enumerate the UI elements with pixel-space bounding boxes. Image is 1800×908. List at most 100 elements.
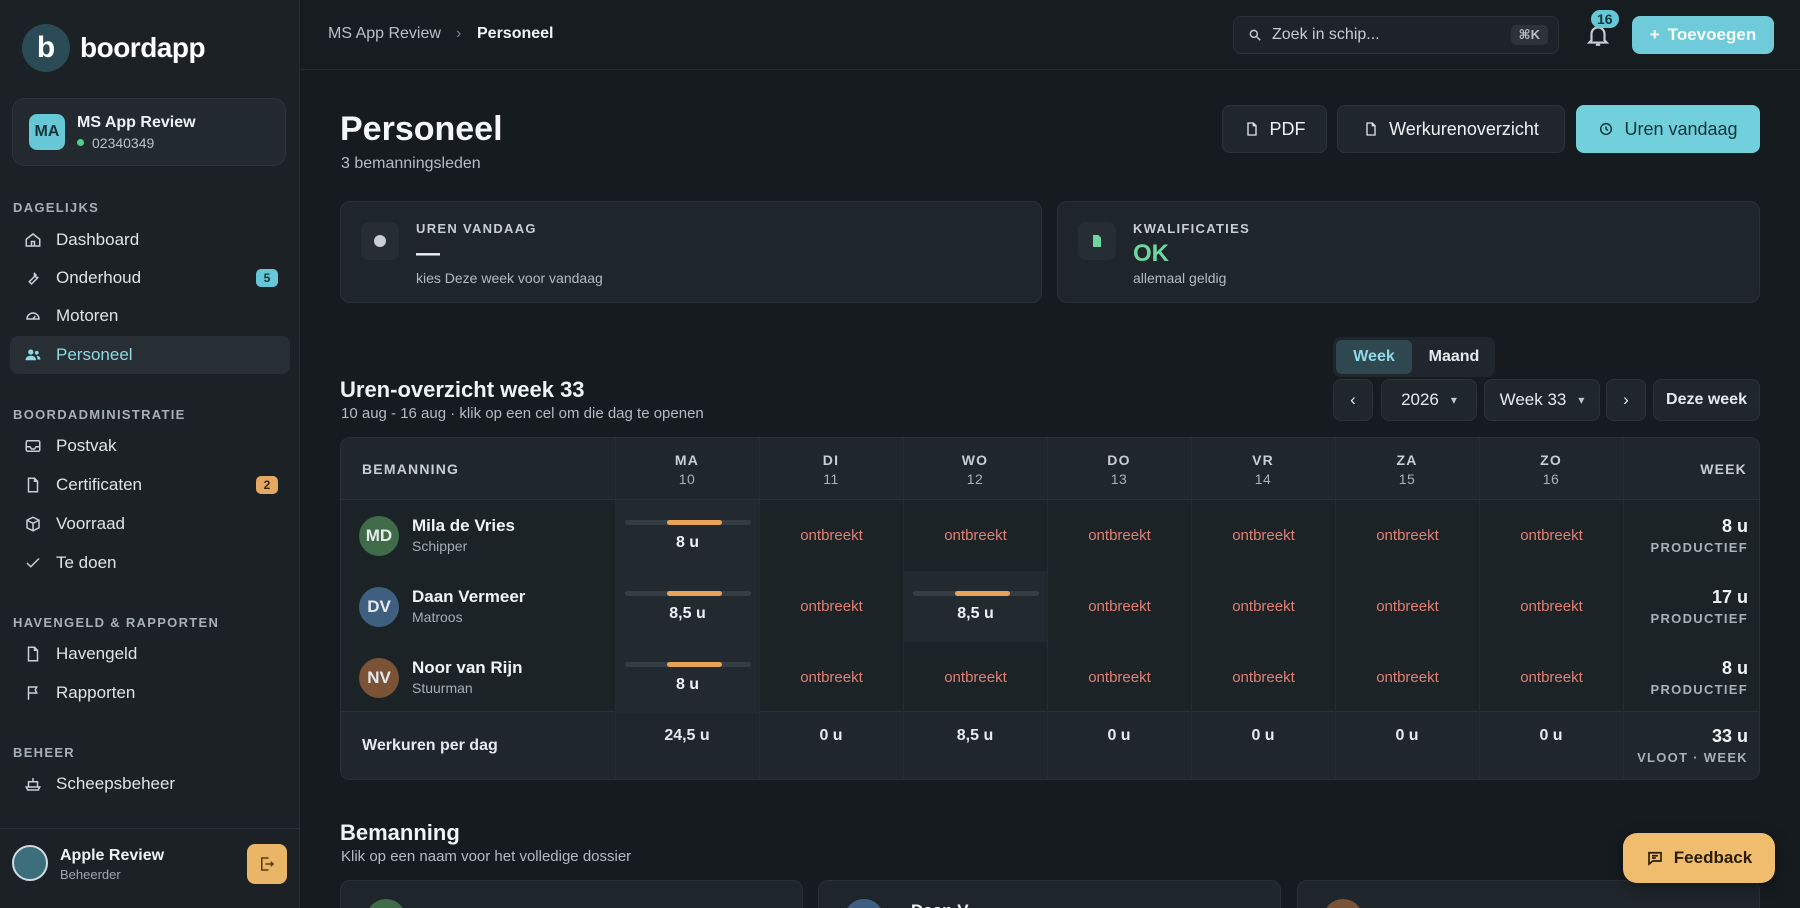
day-cell[interactable]: ontbreekt — [1480, 500, 1623, 571]
day-date: 10 — [678, 471, 696, 487]
week-select[interactable]: Week 33 ▾ — [1484, 379, 1600, 421]
day-name: DO — [1107, 452, 1131, 468]
app-logo[interactable]: b boordapp — [22, 24, 206, 72]
vessel-initials: MA — [29, 114, 65, 150]
breadcrumb-vessel[interactable]: MS App Review — [328, 25, 441, 42]
column-header-day: VR 14 — [1191, 452, 1335, 487]
prev-week-button[interactable]: ‹ — [1333, 379, 1373, 421]
member-name[interactable]: Mila de Vries — [412, 516, 515, 535]
week-total-label: PRODUCTIEF — [1650, 611, 1748, 626]
column-divider — [1335, 438, 1336, 779]
toggle-month[interactable]: Maand — [1428, 348, 1480, 365]
werkurenoverzicht-button[interactable]: Werkurenoverzicht — [1337, 105, 1565, 153]
add-button[interactable]: + Toevoegen — [1632, 16, 1774, 54]
avatar[interactable]: NV — [359, 658, 399, 698]
avatar[interactable] — [12, 845, 48, 881]
day-cell[interactable]: ontbreekt — [1192, 500, 1335, 571]
stat-description: allemaal geldig — [1133, 270, 1227, 286]
avatar[interactable]: MD — [359, 516, 399, 556]
ship-icon — [25, 778, 41, 791]
crew-card[interactable] — [1297, 880, 1760, 908]
day-cell[interactable]: ontbreekt — [1192, 642, 1335, 713]
avatar[interactable]: DV — [359, 587, 399, 627]
day-cell[interactable]: ontbreekt — [1480, 571, 1623, 642]
member-name[interactable]: Noor van Rijn — [412, 658, 523, 677]
search-input[interactable]: Zoek in schip... ⌘K — [1233, 16, 1559, 54]
file-icon — [1246, 122, 1257, 136]
day-cell[interactable]: ontbreekt — [1192, 571, 1335, 642]
sidebar-item-motoren[interactable]: Motoren — [10, 297, 290, 335]
chevron-down-icon: ▾ — [1578, 393, 1585, 407]
status-dot-icon — [361, 222, 399, 260]
missing-label: ontbreekt — [1232, 669, 1295, 686]
day-cell[interactable]: ontbreekt — [1048, 642, 1191, 713]
day-cell[interactable]: ontbreekt — [1336, 571, 1479, 642]
day-date: 13 — [1110, 471, 1128, 487]
day-total: 8,5 u — [956, 727, 994, 744]
day-cell[interactable]: ontbreekt — [760, 500, 903, 571]
day-cell[interactable]: ontbreekt — [1048, 500, 1191, 571]
stat-value: OK — [1133, 240, 1169, 267]
vessel-switcher[interactable]: MA MS App Review 02340349 — [12, 98, 286, 166]
feedback-button[interactable]: Feedback — [1623, 833, 1775, 883]
crew-card[interactable] — [340, 880, 803, 908]
document-icon — [1078, 222, 1116, 260]
toggle-week[interactable]: Week — [1336, 340, 1412, 374]
hours-value: 8 u — [675, 533, 700, 551]
day-cell[interactable]: 8 u — [616, 500, 759, 571]
sidebar-item-te-doen[interactable]: Te doen — [10, 544, 290, 582]
member-name[interactable]: Daan Vermeer — [412, 587, 526, 606]
overview-subtitle: 10 aug - 16 aug · klik op een cel om die… — [341, 405, 704, 422]
sidebar-item-voorraad[interactable]: Voorraad — [10, 505, 290, 543]
day-cell[interactable]: ontbreekt — [760, 571, 903, 642]
bell-icon[interactable] — [1585, 22, 1611, 48]
column-header-day: ZO 16 — [1479, 452, 1623, 487]
crew-card[interactable]: Daan V — [818, 880, 1281, 908]
year-select[interactable]: 2026 ▾ — [1381, 379, 1477, 421]
vessel-id-row: 02340349 — [77, 135, 196, 151]
gauge-icon — [26, 312, 40, 320]
day-cell[interactable]: ontbreekt — [1048, 571, 1191, 642]
column-divider — [1479, 438, 1480, 779]
day-cell[interactable]: ontbreekt — [1336, 500, 1479, 571]
user-panel: Apple Review Beheerder — [0, 828, 300, 908]
sidebar-item-certificaten[interactable]: Certificaten 2 — [10, 466, 290, 504]
day-cell[interactable]: ontbreekt — [904, 500, 1047, 571]
werkurenoverzicht-label: Werkurenoverzicht — [1389, 118, 1539, 139]
member-role: Stuurman — [412, 680, 473, 696]
missing-label: ontbreekt — [1520, 527, 1583, 544]
logout-button[interactable] — [247, 844, 287, 884]
day-cell[interactable]: ontbreekt — [1336, 642, 1479, 713]
table-row: MD Mila de Vries Schipper 8 u ontbreekt ontbr… — [341, 500, 1759, 571]
sidebar-item-postvak[interactable]: Postvak — [10, 427, 290, 465]
day-name: WO — [961, 452, 989, 468]
day-total: 0 u — [1395, 727, 1419, 744]
pdf-button[interactable]: PDF — [1222, 105, 1327, 153]
day-cell[interactable]: ontbreekt — [904, 642, 1047, 713]
missing-label: ontbreekt — [1520, 669, 1583, 686]
sidebar-item-onderhoud[interactable]: Onderhoud 5 — [10, 259, 290, 297]
week-value: Week 33 — [1499, 390, 1567, 409]
this-week-button[interactable]: Deze week — [1653, 379, 1760, 421]
sidebar-item-personeel[interactable]: Personeel — [10, 336, 290, 374]
crew-title: Bemanning — [340, 820, 460, 845]
box-icon — [26, 516, 40, 532]
next-week-button[interactable]: › — [1606, 379, 1646, 421]
day-cell[interactable]: 8 u — [616, 642, 759, 713]
vessel-name: MS App Review — [77, 113, 196, 131]
stat-description: kies Deze week voor vandaag — [416, 270, 603, 286]
uren-vandaag-button[interactable]: Uren vandaag — [1576, 105, 1760, 153]
day-cell[interactable]: ontbreekt — [760, 642, 903, 713]
sidebar-item-scheepsbeheer[interactable]: Scheepsbeheer — [10, 765, 290, 803]
sidebar-item-dashboard[interactable]: Dashboard — [10, 221, 290, 259]
sidebar-item-label: Te doen — [56, 553, 117, 572]
sidebar-item-havengeld[interactable]: Havengeld — [10, 635, 290, 673]
pdf-button-label: PDF — [1269, 118, 1306, 139]
day-cell[interactable]: 8,5 u — [904, 571, 1047, 642]
day-cell[interactable]: 8,5 u — [616, 571, 759, 642]
week-total-value: 8 u — [1721, 658, 1748, 678]
sidebar-item-rapporten[interactable]: Rapporten — [10, 674, 290, 712]
day-cell[interactable]: ontbreekt — [1480, 642, 1623, 713]
column-header-day: MA 10 — [615, 452, 759, 487]
search-icon — [1249, 29, 1261, 41]
